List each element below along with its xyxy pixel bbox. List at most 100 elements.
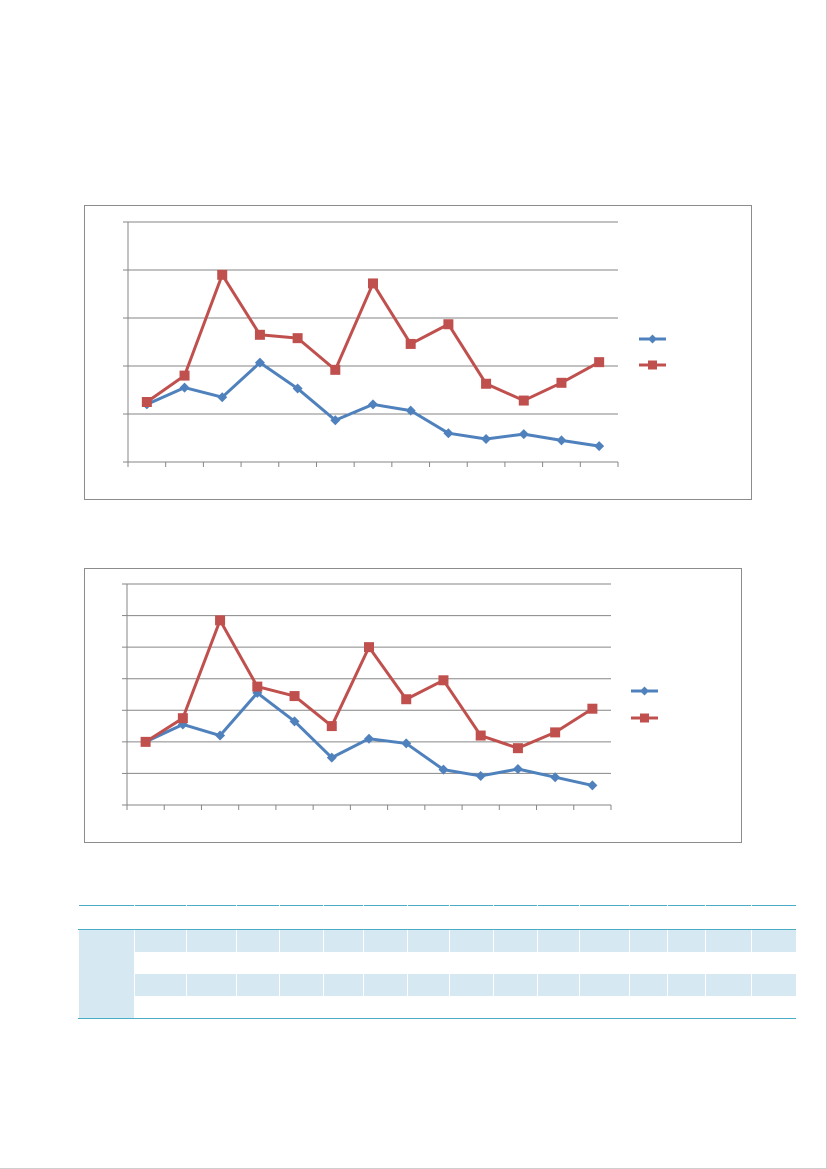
table-header-cell xyxy=(363,905,408,930)
table-cell xyxy=(407,974,450,996)
chart-1-series-1-point-9 xyxy=(481,378,492,389)
chart-1-series-0-point-1 xyxy=(179,382,190,393)
table-cell xyxy=(751,929,796,952)
chart-1-series-0-point-5 xyxy=(330,415,341,426)
chart-2-series-0-point-8 xyxy=(438,764,449,775)
table-cell xyxy=(629,952,668,974)
chart-2-series-1-point-1 xyxy=(177,713,188,724)
table-header-cell xyxy=(134,905,187,930)
chart-1-series-0-point-7 xyxy=(405,405,416,416)
table-header-row xyxy=(78,905,796,930)
table-header-cell xyxy=(407,905,450,930)
table-cell xyxy=(579,974,630,996)
table-header-cell xyxy=(667,905,706,930)
table-cell xyxy=(186,952,237,974)
chart-2-series-1-point-8 xyxy=(438,675,449,686)
table-cell xyxy=(751,996,796,1019)
chart-2-series-1-point-12 xyxy=(587,703,598,714)
chart-1-series-1-point-0 xyxy=(141,397,152,407)
table-cell xyxy=(236,996,280,1019)
table-cell xyxy=(407,996,450,1019)
chart-2-series-1-point-5 xyxy=(326,721,337,732)
chart-1-series-0-point-4 xyxy=(292,383,303,394)
table-cell xyxy=(449,974,494,996)
table-row xyxy=(78,929,796,952)
table-cell xyxy=(493,996,538,1019)
chart-1-series-0-point-6 xyxy=(368,399,378,410)
table-row xyxy=(78,974,796,996)
table-cell xyxy=(579,996,630,1019)
chart-2-series-0-point-6 xyxy=(364,733,374,744)
chart-1-series-0-point-10 xyxy=(518,429,529,440)
chart-2-series-0-point-12 xyxy=(587,780,598,791)
table-cell xyxy=(78,929,135,952)
chart-2-series-0-point-10 xyxy=(512,764,523,775)
table-cell xyxy=(323,952,364,974)
chart-2-series-0-point-11 xyxy=(550,772,561,783)
table-cell xyxy=(751,974,796,996)
chart-1-series-1-point-12 xyxy=(594,357,605,368)
table-row xyxy=(78,952,796,974)
table-cell xyxy=(407,929,450,952)
chart-2-series-1-point-0 xyxy=(140,736,151,747)
table-header-cell xyxy=(537,905,580,930)
chart-2-series-0-point-7 xyxy=(401,738,412,749)
table-cell xyxy=(323,929,364,952)
table-header-cell xyxy=(78,905,135,930)
chart-2-series-1-point-2 xyxy=(215,615,226,626)
table-cell xyxy=(363,929,408,952)
table-header-cell xyxy=(705,905,752,930)
table-header-cell xyxy=(579,905,630,930)
table-cell xyxy=(537,974,580,996)
chart-1-series-0-point-9 xyxy=(481,433,492,444)
chart-2-series-1-point-6 xyxy=(364,642,374,653)
table-cell xyxy=(629,996,668,1019)
chart-1-series-1-point-6 xyxy=(368,278,378,289)
table-cell xyxy=(493,952,538,974)
table-cell xyxy=(323,996,364,1019)
chart-1-plot xyxy=(123,221,666,467)
table-cell xyxy=(407,952,450,974)
chart-2-series-1-point-9 xyxy=(475,730,486,741)
chart-1-series-1-line xyxy=(145,273,600,404)
table-cell xyxy=(449,929,494,952)
chart-2-series-1-point-7 xyxy=(401,694,412,705)
table-cell xyxy=(323,974,364,996)
table-cell xyxy=(705,952,752,974)
chart-2-legend-1-marker xyxy=(640,713,649,723)
table-cell xyxy=(78,996,135,1019)
chart-1-series-1-point-2 xyxy=(217,269,228,280)
table-cell xyxy=(78,974,135,996)
table-cell xyxy=(186,996,237,1019)
table-cell xyxy=(279,952,324,974)
table-cell xyxy=(134,952,187,974)
table-cell xyxy=(134,974,187,996)
table-cell xyxy=(363,996,408,1019)
chart-2-legend-0-marker xyxy=(640,686,649,696)
table-cell xyxy=(629,929,668,952)
table-header-cell xyxy=(629,905,668,930)
table-header-cell xyxy=(493,905,538,930)
chart-2-series-0-point-9 xyxy=(475,770,486,781)
table-cell xyxy=(363,952,408,974)
table-cell xyxy=(363,974,408,996)
table-header-cell xyxy=(186,905,237,930)
table-header-cell xyxy=(236,905,280,930)
table-cell xyxy=(537,929,580,952)
table-cell xyxy=(579,952,630,974)
data-table xyxy=(78,905,796,1019)
chart-2 xyxy=(84,568,742,843)
chart-1-series-1-point-7 xyxy=(405,338,416,349)
table-cell xyxy=(186,974,237,996)
chart-2-series-1-point-4 xyxy=(289,691,300,702)
chart-1-series-1-point-1 xyxy=(179,370,190,381)
table-cell xyxy=(751,952,796,974)
table-cell xyxy=(78,952,135,974)
chart-1-series-0-point-8 xyxy=(443,428,454,439)
table-cell xyxy=(134,996,187,1019)
table-cell xyxy=(134,929,187,952)
chart-2-series-1-point-11 xyxy=(550,727,561,738)
table-cell xyxy=(579,929,630,952)
table-cell xyxy=(667,929,706,952)
chart-1-series-1-point-11 xyxy=(556,377,567,388)
